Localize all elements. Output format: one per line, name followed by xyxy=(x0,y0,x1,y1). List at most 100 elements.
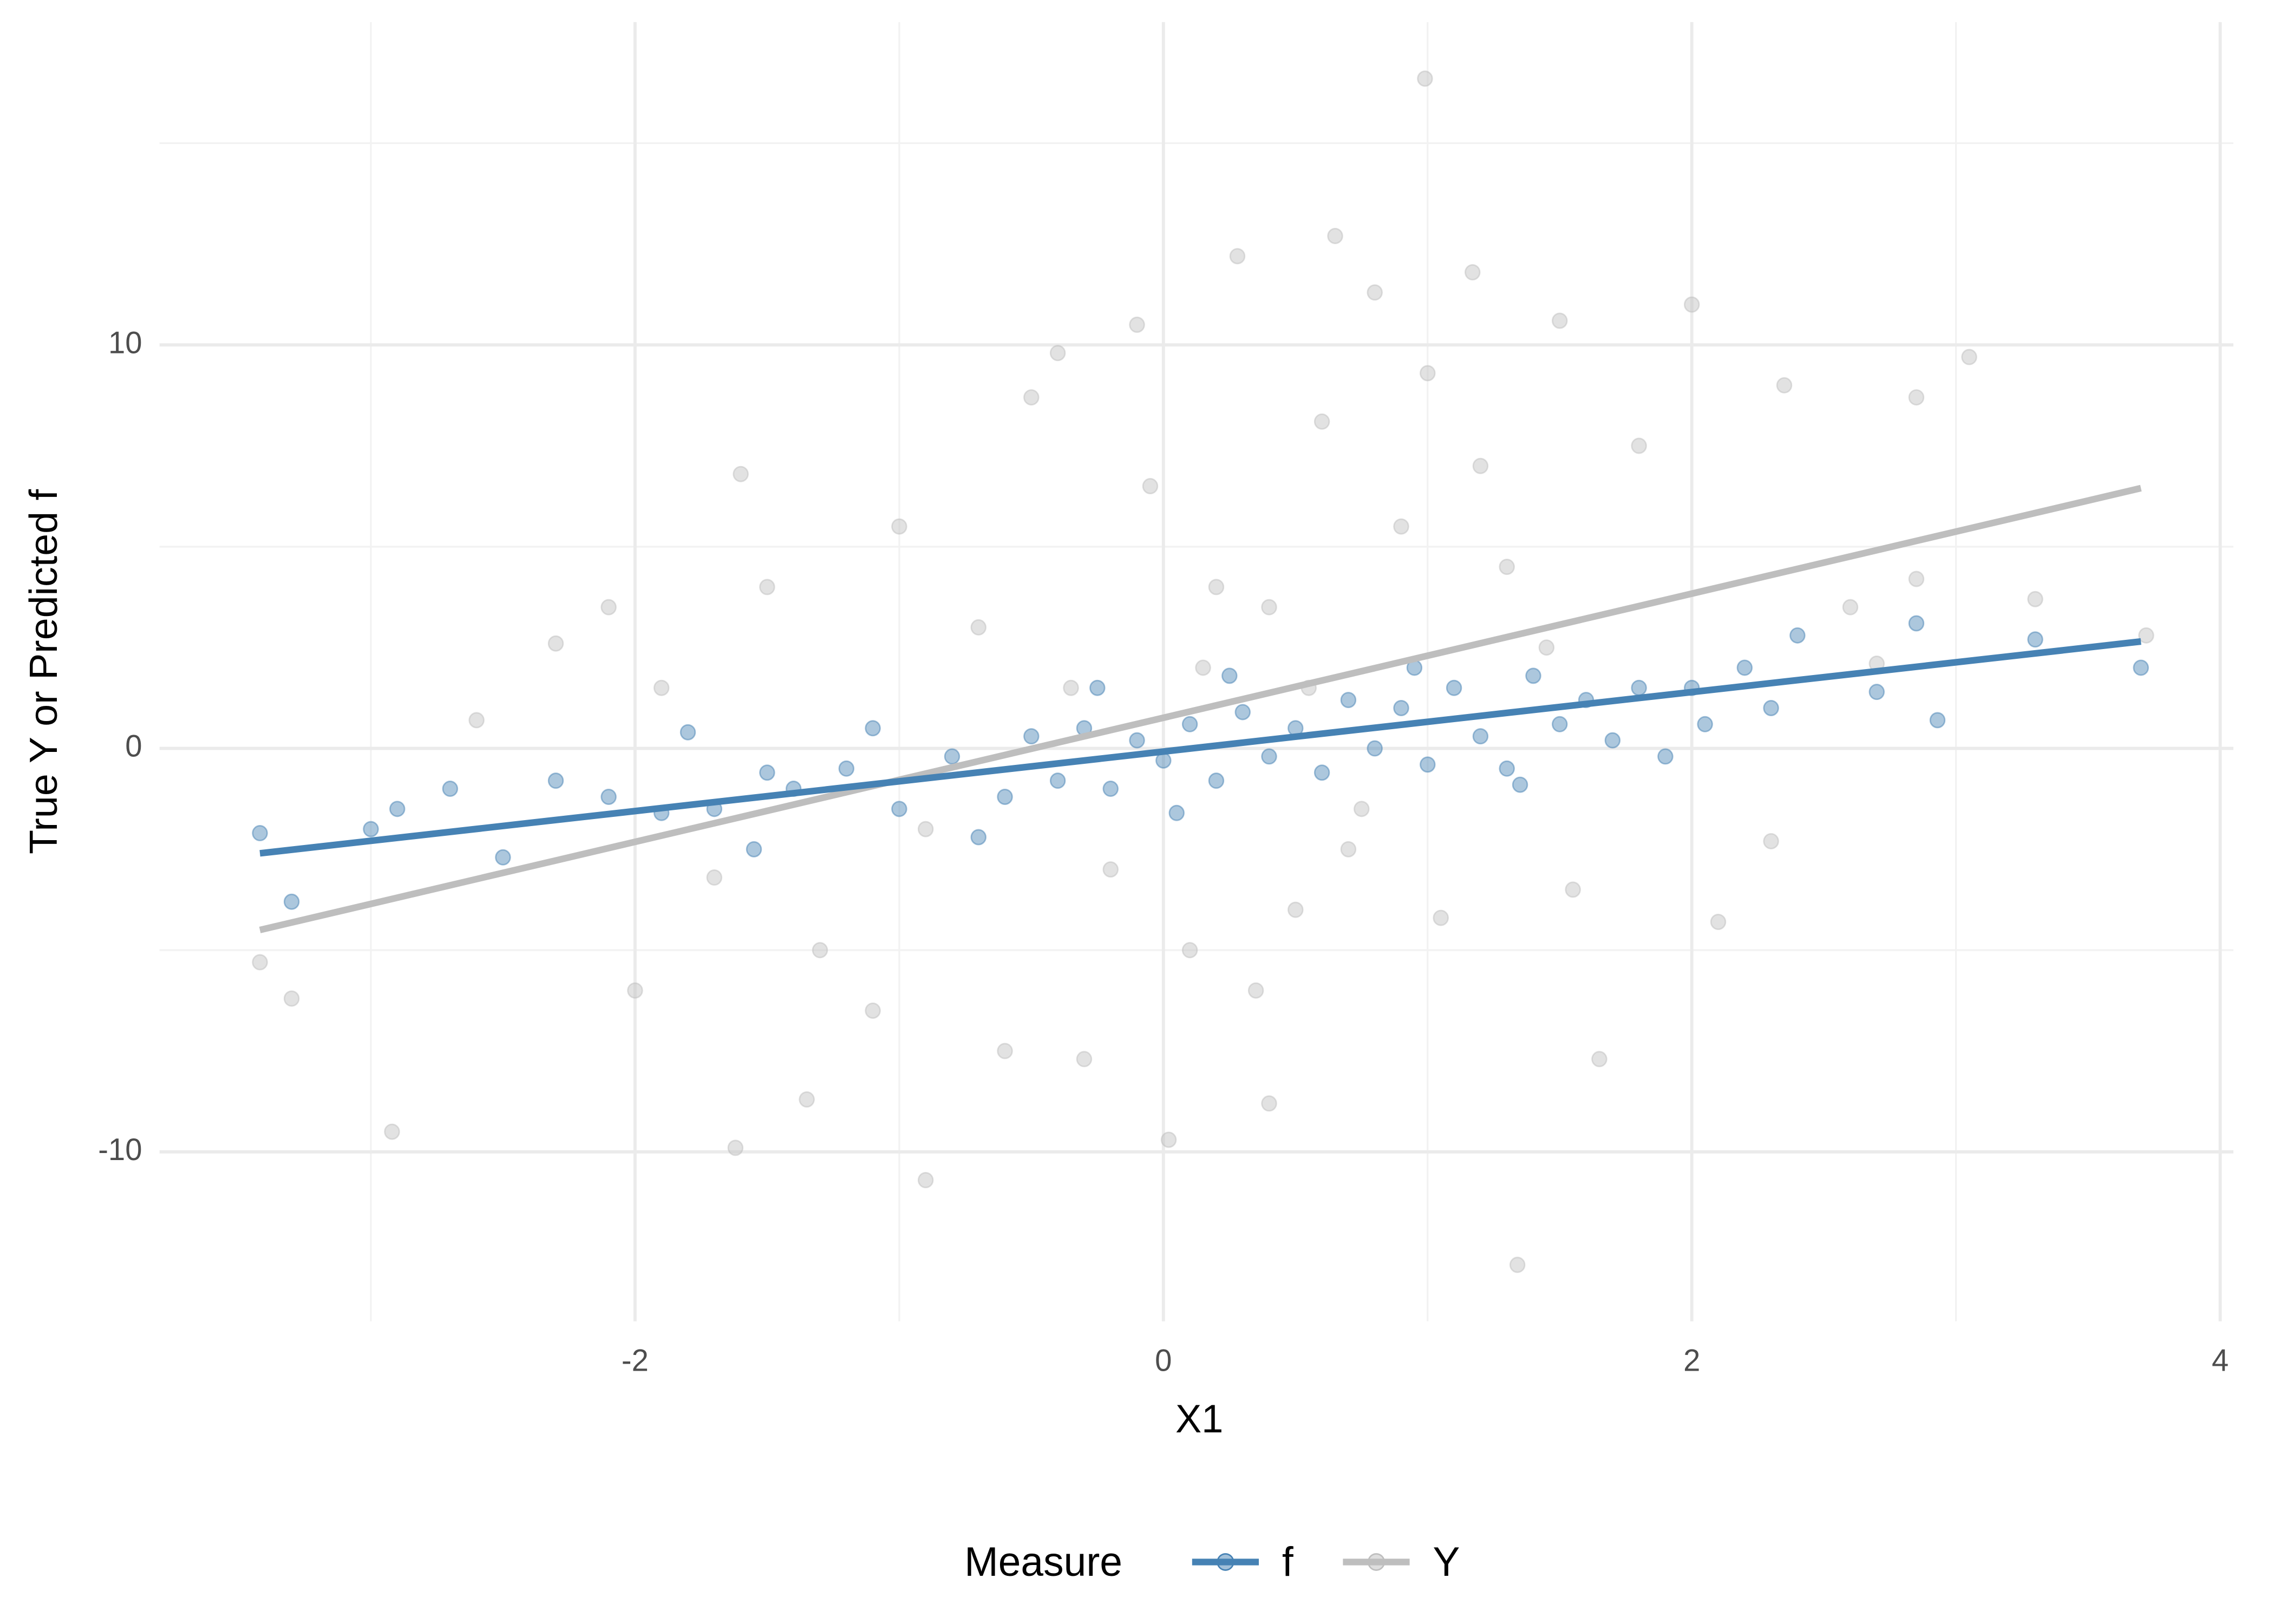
point xyxy=(1142,478,1159,495)
point xyxy=(283,893,300,910)
x-tick-label: 0 xyxy=(1155,1344,1172,1378)
point xyxy=(1393,518,1409,535)
y-tick-label: 0 xyxy=(125,729,142,764)
point xyxy=(252,825,268,842)
point xyxy=(1129,316,1145,333)
point xyxy=(1763,833,1779,849)
point xyxy=(1683,296,1700,313)
point xyxy=(799,1091,815,1108)
point xyxy=(706,869,723,886)
point xyxy=(997,1043,1013,1059)
point xyxy=(727,1140,744,1156)
legend-key-point xyxy=(1367,1553,1386,1571)
point xyxy=(283,990,300,1007)
point xyxy=(1367,740,1383,757)
point xyxy=(627,982,643,999)
point xyxy=(1340,692,1357,709)
point xyxy=(2133,659,2149,676)
point xyxy=(1261,599,1277,615)
point xyxy=(1208,772,1225,789)
point xyxy=(1314,413,1330,430)
fit-line xyxy=(259,484,2142,933)
point xyxy=(384,1123,400,1140)
legend-label: Y xyxy=(1433,1538,1460,1585)
point xyxy=(1472,457,1489,474)
point xyxy=(1604,732,1621,749)
point xyxy=(891,518,907,535)
point xyxy=(997,788,1013,805)
point xyxy=(917,821,934,837)
point xyxy=(1509,1256,1526,1273)
point xyxy=(1327,227,1343,244)
point xyxy=(1908,389,1925,406)
point xyxy=(1129,732,1145,749)
point xyxy=(1763,699,1779,716)
point xyxy=(759,764,775,781)
x-tick-label: 2 xyxy=(1683,1344,1700,1378)
point xyxy=(746,841,762,857)
point xyxy=(1538,639,1555,656)
fit-line xyxy=(259,638,2141,857)
point xyxy=(1181,716,1198,732)
point xyxy=(1314,764,1330,781)
point xyxy=(1552,716,1568,732)
y-tick-label: 10 xyxy=(108,326,142,361)
legend-label: f xyxy=(1282,1538,1294,1585)
point xyxy=(1340,841,1357,857)
point xyxy=(1023,389,1040,406)
point xyxy=(654,679,670,696)
point xyxy=(944,748,960,765)
point xyxy=(1789,627,1806,644)
point xyxy=(970,619,987,636)
point xyxy=(1261,748,1277,765)
point xyxy=(1499,760,1515,777)
point xyxy=(1417,70,1433,87)
legend-title: Measure xyxy=(964,1538,1122,1585)
point xyxy=(600,599,617,615)
point xyxy=(1908,615,1925,632)
point xyxy=(1908,571,1925,587)
point xyxy=(1049,345,1066,362)
point xyxy=(838,760,855,777)
point xyxy=(1631,679,1647,696)
point xyxy=(1472,728,1489,745)
point xyxy=(1195,659,1211,676)
point xyxy=(1089,679,1106,696)
point xyxy=(1710,914,1727,931)
y-axis-title: True Y or Predicted f xyxy=(22,489,65,854)
point xyxy=(891,801,907,817)
point xyxy=(495,849,511,866)
point xyxy=(600,788,617,805)
point xyxy=(1929,712,1946,729)
point xyxy=(1160,1131,1177,1148)
point xyxy=(363,821,379,837)
point xyxy=(1464,264,1481,281)
point xyxy=(1168,804,1185,821)
point xyxy=(1736,659,1753,676)
point xyxy=(1367,284,1383,301)
point xyxy=(1591,1051,1608,1068)
point xyxy=(2027,591,2043,607)
point xyxy=(865,720,881,737)
point xyxy=(1354,801,1370,817)
point xyxy=(547,772,564,789)
point xyxy=(1234,704,1251,721)
point xyxy=(1776,377,1793,394)
x-tick-label: -2 xyxy=(622,1344,649,1378)
point xyxy=(468,712,485,729)
x-tick-label: 4 xyxy=(2212,1344,2229,1378)
point xyxy=(2027,631,2043,648)
point xyxy=(1102,861,1119,878)
point xyxy=(1697,716,1713,732)
x-axis-title: X1 xyxy=(1175,1397,1223,1441)
point xyxy=(865,1002,881,1019)
point xyxy=(1102,781,1119,797)
point xyxy=(1433,909,1449,926)
point xyxy=(1868,684,1885,700)
point xyxy=(917,1172,934,1189)
point xyxy=(1420,756,1436,773)
point xyxy=(1261,1095,1277,1112)
point xyxy=(1499,559,1515,575)
point xyxy=(252,954,268,971)
